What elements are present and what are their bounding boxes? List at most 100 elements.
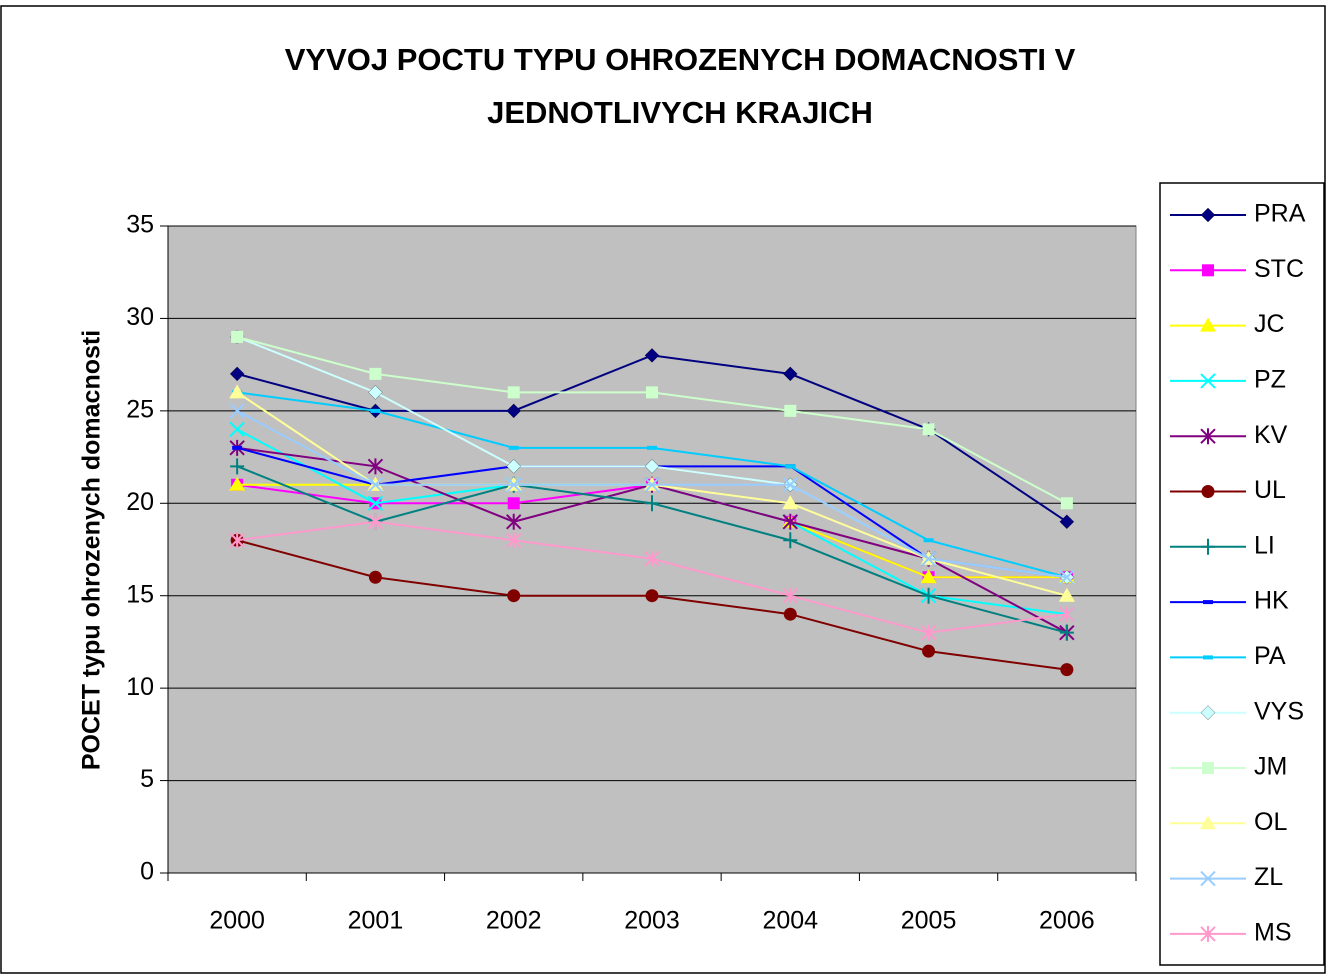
- marker: [1201, 485, 1215, 498]
- legend-label: PA: [1254, 642, 1286, 670]
- marker: [506, 513, 522, 530]
- marker: [229, 384, 246, 399]
- marker: [782, 477, 798, 493]
- marker: [1201, 538, 1215, 555]
- marker: [367, 458, 384, 475]
- marker: [1203, 600, 1213, 605]
- marker: [783, 607, 797, 621]
- x-tick-label: 2003: [624, 907, 680, 935]
- legend-label: UL: [1254, 476, 1286, 504]
- marker: [506, 477, 522, 493]
- marker: [921, 587, 936, 604]
- x-tick-label: 2004: [762, 907, 818, 935]
- marker: [1060, 497, 1073, 510]
- marker: [1200, 207, 1216, 223]
- marker: [1058, 587, 1075, 602]
- marker: [229, 403, 245, 419]
- marker: [922, 423, 935, 436]
- marker: [1200, 373, 1216, 389]
- marker: [1200, 317, 1216, 332]
- marker: [367, 477, 384, 493]
- marker: [1200, 925, 1216, 942]
- marker: [230, 458, 245, 475]
- marker: [506, 532, 522, 549]
- legend-label: PRA: [1254, 200, 1306, 228]
- legend-label: KV: [1254, 421, 1288, 449]
- marker: [507, 386, 520, 399]
- marker: [229, 532, 245, 549]
- marker: [508, 445, 519, 450]
- chart-title: JEDNOTLIVYCH KRAJICH: [487, 95, 873, 130]
- marker: [920, 624, 937, 641]
- legend-label: STC: [1254, 255, 1304, 283]
- marker: [782, 495, 799, 510]
- marker: [923, 538, 934, 543]
- marker: [1200, 815, 1216, 830]
- chart-title: VYVOJ POCTU TYPU OHROZENYCH DOMACNOSTI V: [285, 42, 1076, 77]
- marker: [367, 513, 384, 530]
- marker: [920, 551, 937, 567]
- legend-label: LI: [1254, 531, 1275, 559]
- marker: [1200, 428, 1216, 445]
- marker: [647, 445, 657, 450]
- legend-label: OL: [1254, 808, 1287, 836]
- marker: [645, 495, 659, 512]
- marker: [507, 497, 520, 510]
- marker: [232, 445, 243, 450]
- legend-label: MS: [1254, 919, 1292, 947]
- marker: [370, 408, 381, 413]
- y-tick-label: 15: [126, 580, 154, 608]
- y-tick-label: 35: [126, 211, 154, 239]
- legend-label: JC: [1254, 310, 1285, 338]
- marker: [783, 532, 798, 549]
- marker: [1059, 624, 1074, 641]
- marker: [1059, 606, 1075, 623]
- marker: [1202, 762, 1214, 774]
- marker: [920, 569, 937, 584]
- plot-area: [167, 225, 1137, 874]
- marker: [367, 495, 384, 511]
- marker: [506, 459, 521, 474]
- legend-label: PZ: [1254, 366, 1286, 394]
- marker: [506, 403, 521, 419]
- marker: [644, 348, 660, 363]
- marker: [645, 589, 659, 603]
- y-tick-label: 20: [126, 488, 154, 516]
- marker: [646, 386, 658, 399]
- marker: [644, 550, 660, 567]
- marker: [922, 644, 936, 658]
- legend-label: ZL: [1254, 863, 1283, 891]
- legend-label: VYS: [1254, 697, 1304, 725]
- marker: [782, 513, 798, 530]
- marker: [1202, 264, 1214, 277]
- marker: [231, 330, 244, 343]
- x-tick-label: 2002: [486, 907, 542, 935]
- marker: [229, 476, 246, 491]
- marker: [785, 464, 796, 469]
- marker: [783, 366, 798, 382]
- marker: [644, 459, 660, 474]
- marker: [1059, 514, 1075, 529]
- y-tick-label: 0: [140, 858, 154, 886]
- x-tick-label: 2006: [1039, 907, 1095, 935]
- marker: [369, 367, 382, 380]
- marker: [782, 587, 798, 604]
- legend-label: HK: [1254, 587, 1289, 615]
- marker: [1059, 569, 1075, 585]
- marker: [644, 477, 660, 493]
- y-tick-label: 30: [126, 303, 154, 331]
- x-tick-label: 2000: [209, 907, 265, 935]
- y-tick-label: 25: [126, 395, 154, 423]
- marker: [229, 421, 245, 438]
- y-tick-label: 5: [140, 765, 154, 793]
- marker: [1060, 663, 1074, 677]
- marker: [507, 589, 521, 603]
- y-tick-label: 10: [126, 673, 154, 701]
- y-axis-label: POCET typu ohrozenych domacnosti: [78, 330, 106, 770]
- legend: [1159, 182, 1325, 966]
- marker: [784, 404, 797, 417]
- marker: [368, 570, 382, 584]
- marker: [1203, 655, 1213, 660]
- marker: [368, 385, 383, 400]
